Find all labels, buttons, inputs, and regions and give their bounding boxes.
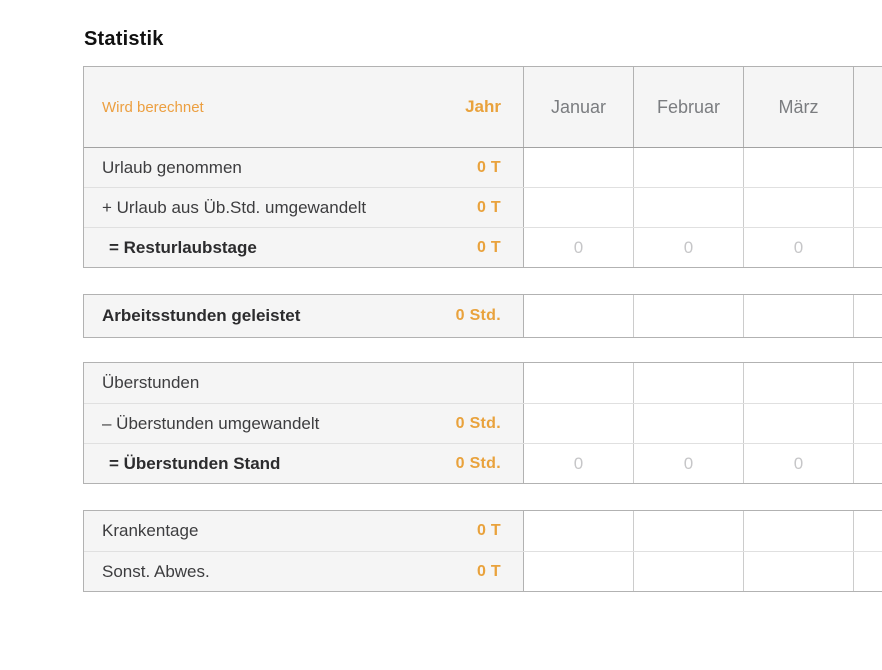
month-value-cell [524, 295, 634, 337]
month-value-cell [854, 148, 882, 187]
row-label-cell: Urlaub genommen 0 T [84, 148, 524, 187]
year-value: 0 T [476, 198, 501, 216]
year-value: 0 Std. [455, 414, 501, 432]
year-value: 0 T [476, 562, 501, 580]
month-value-cell [634, 552, 744, 591]
page-title: Statistik [84, 28, 164, 50]
month-value-cell [634, 511, 744, 551]
year-value: 0 T [476, 238, 501, 256]
row-label: – Überstunden umgewandelt [102, 413, 320, 433]
row-label-cell: Überstunden [84, 363, 524, 403]
month-column-header [854, 67, 882, 147]
calc-status-note: Wird berechnet [102, 98, 204, 116]
month-value-cell: 0 [744, 228, 854, 267]
month-value-cell [744, 404, 854, 443]
row-label-cell: = Resturlaubstage 0 T [84, 228, 524, 267]
header-label-cell: Wird berechnet Jahr [84, 67, 524, 147]
month-value-cell [634, 363, 744, 403]
month-value-cell [524, 188, 634, 227]
month-value-cell [634, 148, 744, 187]
year-column-header: Jahr [465, 97, 501, 116]
row-label: = Überstunden Stand [109, 453, 281, 473]
month-value-cell [634, 295, 744, 337]
row-label-cell: + Urlaub aus Üb.Std. umgewandelt 0 T [84, 188, 524, 227]
year-value: 0 Std. [455, 307, 501, 324]
month-value-cell [524, 511, 634, 551]
table-row: Urlaub genommen 0 T [84, 147, 882, 187]
month-value-cell [854, 444, 882, 483]
month-value-cell [524, 552, 634, 591]
row-label: Krankentage [102, 521, 199, 540]
month-value-cell [744, 295, 854, 337]
row-label-cell: Krankentage 0 T [84, 511, 524, 551]
table-row: Überstunden [84, 363, 882, 403]
month-value-cell [744, 188, 854, 227]
month-value-cell: 0 [634, 444, 744, 483]
month-value-cell [634, 188, 744, 227]
stat-table-ueberstunden: Überstunden – Überstunden umgewandelt 0 St… [83, 362, 882, 484]
month-column-header: März [744, 67, 854, 147]
month-value-cell [854, 363, 882, 403]
month-value-cell [854, 404, 882, 443]
stat-table-abwesenheit: Krankentage 0 T Sonst. Abwes. 0 T [83, 510, 882, 592]
table-row: Sonst. Abwes. 0 T [84, 551, 882, 591]
row-label: Sonst. Abwes. [102, 561, 210, 581]
month-value-cell [854, 511, 882, 551]
row-label-cell: Sonst. Abwes. 0 T [84, 552, 524, 591]
month-column-header: Februar [634, 67, 744, 147]
row-label: Überstunden [102, 373, 200, 392]
month-value-cell [744, 363, 854, 403]
table-row: – Überstunden umgewandelt 0 Std. [84, 403, 882, 443]
month-value-cell [744, 511, 854, 551]
row-label: Urlaub genommen [102, 157, 242, 177]
table-header-row: Wird berechnet Jahr Januar Februar März [84, 67, 882, 147]
row-label-cell: – Überstunden umgewandelt 0 Std. [84, 404, 524, 443]
row-label: = Resturlaubstage [109, 237, 257, 257]
table-row: Arbeitsstunden geleistet 0 Std. [84, 295, 882, 337]
row-label: Arbeitsstunden geleistet [102, 306, 301, 325]
stat-table-arbeitsstunden: Arbeitsstunden geleistet 0 Std. [83, 294, 882, 338]
month-value-cell [854, 295, 882, 337]
month-value-cell [854, 188, 882, 227]
month-value-cell [524, 148, 634, 187]
table-row: + Urlaub aus Üb.Std. umgewandelt 0 T [84, 187, 882, 227]
month-value-cell [634, 404, 744, 443]
table-row: Krankentage 0 T [84, 511, 882, 551]
month-value-cell [854, 228, 882, 267]
month-value-cell [744, 148, 854, 187]
row-label-cell: Arbeitsstunden geleistet 0 Std. [84, 295, 524, 337]
year-value: 0 T [476, 158, 501, 176]
month-value-cell [854, 552, 882, 591]
month-value-cell [524, 363, 634, 403]
month-value-cell: 0 [524, 228, 634, 267]
row-label: + Urlaub aus Üb.Std. umgewandelt [102, 197, 367, 217]
table-row: = Überstunden Stand 0 Std. 0 0 0 [84, 443, 882, 483]
month-value-cell [744, 552, 854, 591]
month-value-cell: 0 [524, 444, 634, 483]
year-value: 0 T [476, 522, 501, 539]
stat-table-urlaub: Wird berechnet Jahr Januar Februar März Urlau… [83, 66, 882, 268]
month-value-cell: 0 [634, 228, 744, 267]
month-value-cell: 0 [744, 444, 854, 483]
month-value-cell [524, 404, 634, 443]
year-value: 0 Std. [455, 454, 501, 472]
row-label-cell: = Überstunden Stand 0 Std. [84, 444, 524, 483]
month-column-header: Januar [524, 67, 634, 147]
